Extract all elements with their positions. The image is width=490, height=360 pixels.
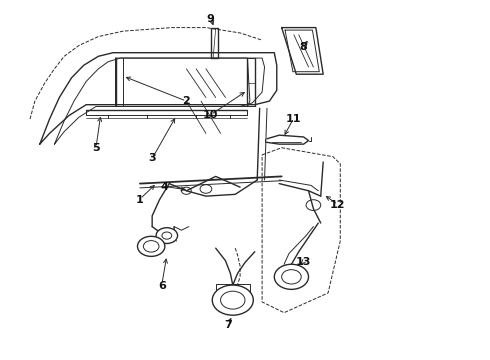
Circle shape (274, 264, 309, 289)
Circle shape (156, 228, 177, 243)
Text: 2: 2 (182, 96, 190, 106)
Text: 5: 5 (92, 143, 100, 153)
Text: 10: 10 (203, 111, 219, 121)
Circle shape (212, 285, 253, 315)
Text: 12: 12 (330, 200, 345, 210)
Text: 13: 13 (296, 257, 311, 267)
Text: 1: 1 (136, 195, 144, 205)
Text: 8: 8 (300, 42, 308, 52)
Text: 4: 4 (160, 182, 169, 192)
Circle shape (138, 236, 165, 256)
Text: 6: 6 (158, 281, 166, 291)
Text: 9: 9 (207, 14, 215, 24)
Text: 7: 7 (224, 320, 232, 330)
Text: 11: 11 (286, 114, 302, 124)
Text: 3: 3 (148, 153, 156, 163)
